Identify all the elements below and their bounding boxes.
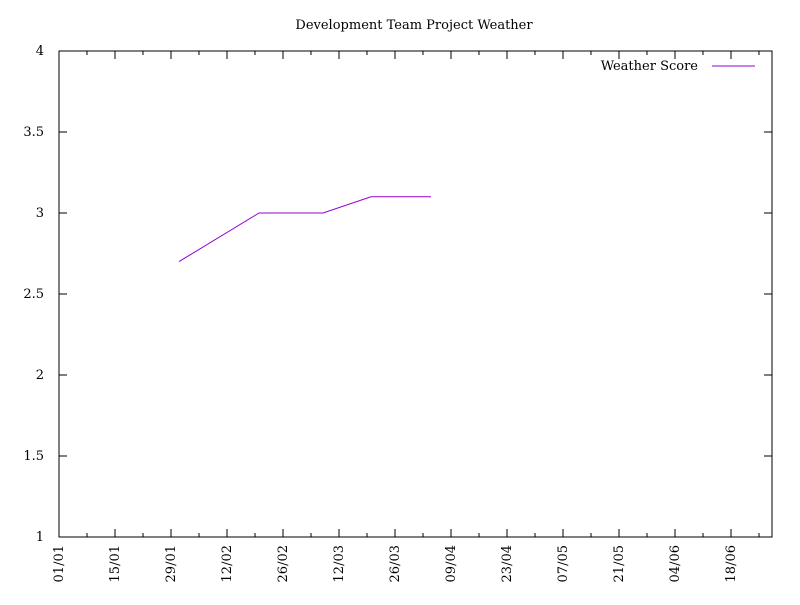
plot-frame: [58, 50, 773, 538]
y-tick-label: 2.5: [23, 287, 44, 302]
series-line: [178, 196, 431, 263]
x-tick-label: 26/02: [276, 545, 291, 582]
x-tick-label: 15/01: [108, 545, 123, 582]
x-tick-label: 09/04: [444, 545, 459, 582]
legend-label: Weather Score: [601, 59, 699, 74]
x-tick-label: 26/03: [388, 545, 403, 582]
x-tick-label: 12/03: [332, 545, 347, 582]
chart-title: Development Team Project Weather: [295, 18, 533, 33]
y-tick-label: 3.5: [23, 125, 44, 140]
y-tick-label: 1.5: [23, 449, 44, 464]
y-tick-label: 4: [36, 44, 44, 59]
x-tick-label: 04/06: [668, 545, 683, 582]
y-tick-label: 1: [36, 530, 44, 545]
y-axis: 1 1.5 2 2.5 3 3.5 4: [23, 44, 772, 545]
x-tick-label: 29/01: [164, 545, 179, 582]
x-tick-label: 07/05: [556, 545, 571, 582]
x-tick-label: 12/02: [220, 545, 235, 582]
x-tick-label: 18/06: [724, 545, 739, 582]
x-axis: 01/01 15/01 29/01 12/02 26/02 12/03 26/03 09/04…: [52, 51, 760, 582]
legend: Weather Score: [601, 59, 755, 74]
x-tick-label: 01/01: [52, 545, 67, 582]
y-tick-label: 3: [36, 206, 44, 221]
x-tick-label: 21/05: [612, 545, 627, 582]
y-tick-label: 2: [36, 368, 44, 383]
x-tick-label: 23/04: [500, 545, 515, 582]
series-layer: [178, 196, 431, 263]
